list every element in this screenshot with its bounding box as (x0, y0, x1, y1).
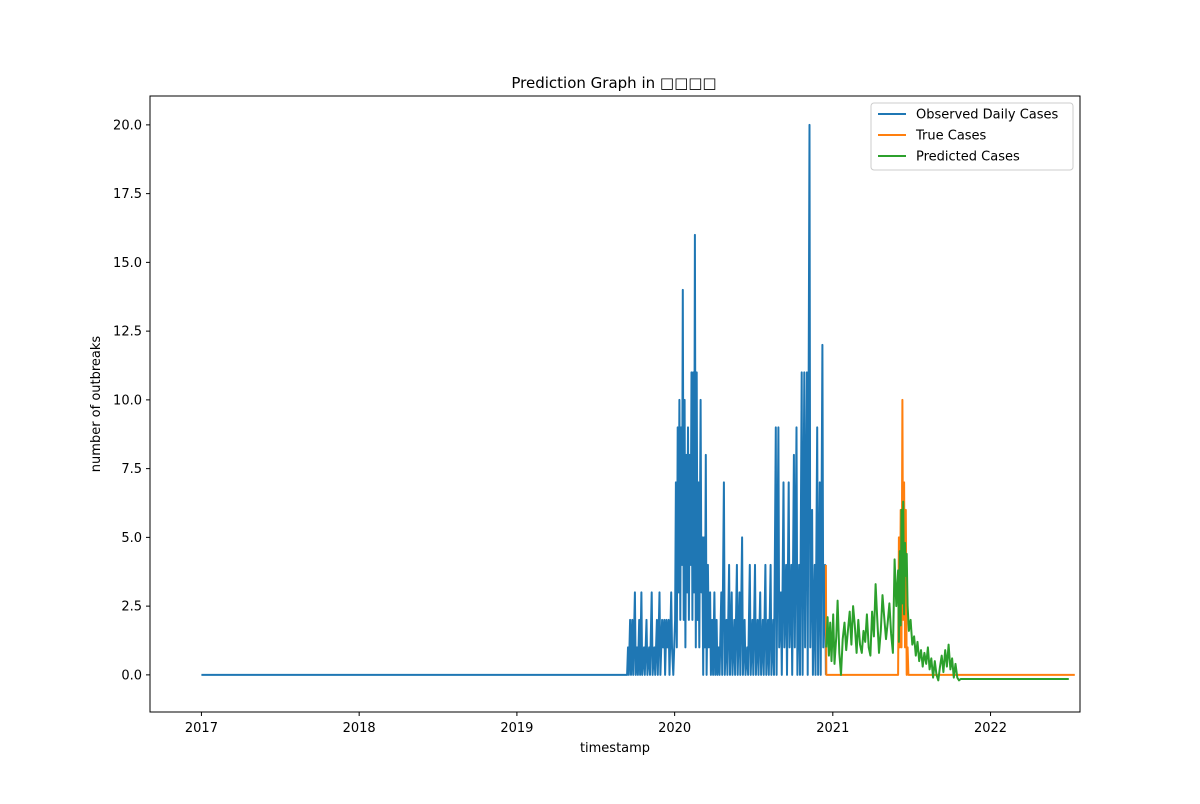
y-tick-label: 20.0 (113, 118, 142, 133)
x-tick-label: 2021 (816, 721, 849, 736)
y-axis: 0.0 2.5 5.0 7.5 10.0 12.5 15.0 17.5 20.0 (113, 118, 150, 683)
y-tick-label: 17.5 (113, 187, 142, 202)
plot-frame (149, 95, 1081, 713)
y-tick-label: 12.5 (113, 325, 142, 340)
series-line-0 (201, 123, 827, 676)
y-axis-label: number of outbreaks (89, 336, 104, 473)
legend: Observed Daily Cases True Cases Predicted … (870, 102, 1074, 171)
x-tick-label: 2017 (185, 721, 218, 736)
y-tick-label: 10.0 (113, 393, 142, 408)
legend-label: Predicted Cases (916, 150, 1020, 165)
x-tick-label: 2018 (343, 721, 376, 736)
x-tick-label: 2022 (974, 721, 1007, 736)
y-tick-label: 2.5 (121, 600, 142, 615)
x-tick-label: 2020 (658, 721, 691, 736)
y-tick-label: 0.0 (121, 668, 142, 683)
legend-box (870, 102, 1074, 171)
chart-title: Prediction Graph in □□□□ (511, 74, 716, 92)
x-axis-label: timestamp (580, 741, 650, 756)
x-tick-label: 2019 (500, 721, 533, 736)
legend-label: True Cases (915, 129, 987, 144)
y-tick-label: 15.0 (113, 256, 142, 271)
y-tick-label: 5.0 (121, 531, 142, 546)
x-axis: 2017 2018 2019 2020 2021 2022 (185, 712, 1007, 736)
series-line-2 (825, 500, 1069, 682)
legend-label: Observed Daily Cases (916, 108, 1059, 123)
series-layer (201, 123, 1075, 682)
y-tick-label: 7.5 (121, 462, 142, 477)
